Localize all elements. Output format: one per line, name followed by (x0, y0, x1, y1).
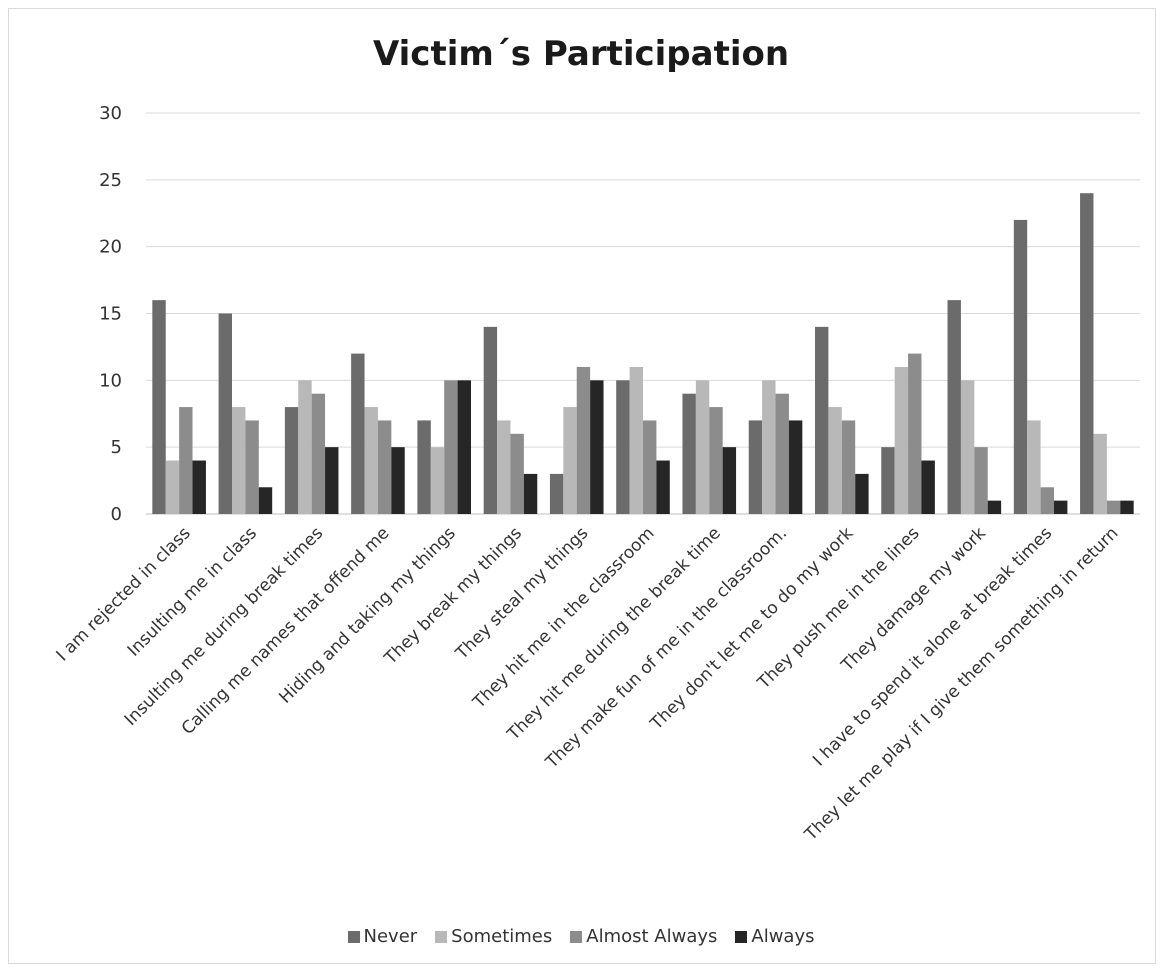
legend-label: Always (751, 926, 815, 947)
legend: Never Sometimes Almost Always Always (0, 926, 1162, 947)
y-tick-label: 25 (99, 170, 122, 191)
bar (165, 460, 180, 514)
y-tick-label: 10 (99, 370, 122, 391)
legend-swatch (347, 930, 360, 943)
bar (1080, 193, 1094, 514)
legend-swatch (735, 930, 748, 943)
bar (298, 380, 312, 514)
bar (894, 366, 909, 514)
bar (815, 326, 829, 514)
legend-item: Never (347, 926, 418, 947)
bar (245, 420, 259, 514)
legend-label: Sometimes (451, 926, 553, 947)
legend-item: Sometimes (435, 926, 552, 947)
bar (218, 313, 232, 514)
bar (775, 393, 789, 514)
bar (1093, 433, 1107, 514)
y-tick-label: 30 (99, 103, 122, 124)
bar (616, 380, 630, 514)
bar (576, 366, 591, 514)
bar (643, 420, 657, 514)
bar (258, 487, 273, 514)
bar (590, 380, 604, 514)
bar (1054, 500, 1068, 514)
bar (841, 420, 856, 514)
bar (1106, 500, 1121, 514)
bar (351, 353, 365, 514)
x-category-label: I am rejected in class (53, 523, 195, 665)
bar (179, 407, 193, 514)
bar (444, 380, 458, 514)
bar (908, 353, 922, 514)
bar (974, 447, 988, 514)
bar (523, 473, 538, 514)
legend-item: Almost Always (570, 926, 717, 947)
legend-label: Almost Always (586, 926, 718, 947)
bar (695, 380, 710, 514)
bar (828, 407, 842, 514)
bar (788, 420, 803, 514)
bar (629, 366, 643, 514)
bar (748, 420, 763, 514)
bar (364, 407, 378, 514)
bar (881, 447, 895, 514)
legend-swatch (570, 930, 583, 943)
bar (483, 326, 498, 514)
bar (497, 420, 511, 514)
bar (284, 407, 299, 514)
bar (549, 473, 564, 514)
bar (377, 420, 392, 514)
y-tick-label: 5 (111, 437, 122, 458)
bar (1013, 219, 1028, 514)
bar (563, 407, 577, 514)
bar (921, 460, 935, 514)
bar (325, 447, 339, 514)
bars (152, 193, 1134, 514)
bar (417, 420, 431, 514)
bar (960, 380, 975, 514)
bar (311, 393, 326, 514)
bar (192, 460, 206, 514)
x-category-label: Insulting me in class (124, 523, 261, 660)
x-category-label: They let me play if I give them somethin… (800, 523, 1122, 845)
bar (855, 473, 869, 514)
bar (152, 300, 166, 514)
bar (987, 500, 1002, 514)
y-tick-label: 20 (99, 237, 122, 258)
chart-title: Victim´s Participation (372, 34, 790, 74)
bar (1027, 420, 1041, 514)
bar (656, 460, 670, 514)
bar (947, 300, 961, 514)
bar (682, 393, 696, 514)
bar (510, 433, 524, 514)
bar (762, 380, 776, 514)
bar (391, 447, 405, 514)
x-category-label: They steal my things (451, 523, 592, 664)
y-tick-label: 15 (99, 304, 122, 325)
bar (1120, 500, 1134, 514)
x-category-label: They make fun of me in the classroom. (541, 523, 791, 773)
x-category-label: I have to spend it alone at break times (809, 523, 1056, 770)
bar (722, 447, 737, 514)
bar (232, 407, 246, 514)
bar (457, 380, 471, 514)
y-tick-label: 0 (111, 504, 122, 525)
legend-item: Always (735, 926, 815, 947)
bar (1040, 487, 1054, 514)
legend-swatch (435, 930, 448, 943)
y-axis-ticks: 0 5 10 15 20 25 30 (99, 103, 122, 525)
bar (430, 447, 445, 514)
legend-label: Never (363, 926, 418, 947)
bar (709, 407, 723, 514)
